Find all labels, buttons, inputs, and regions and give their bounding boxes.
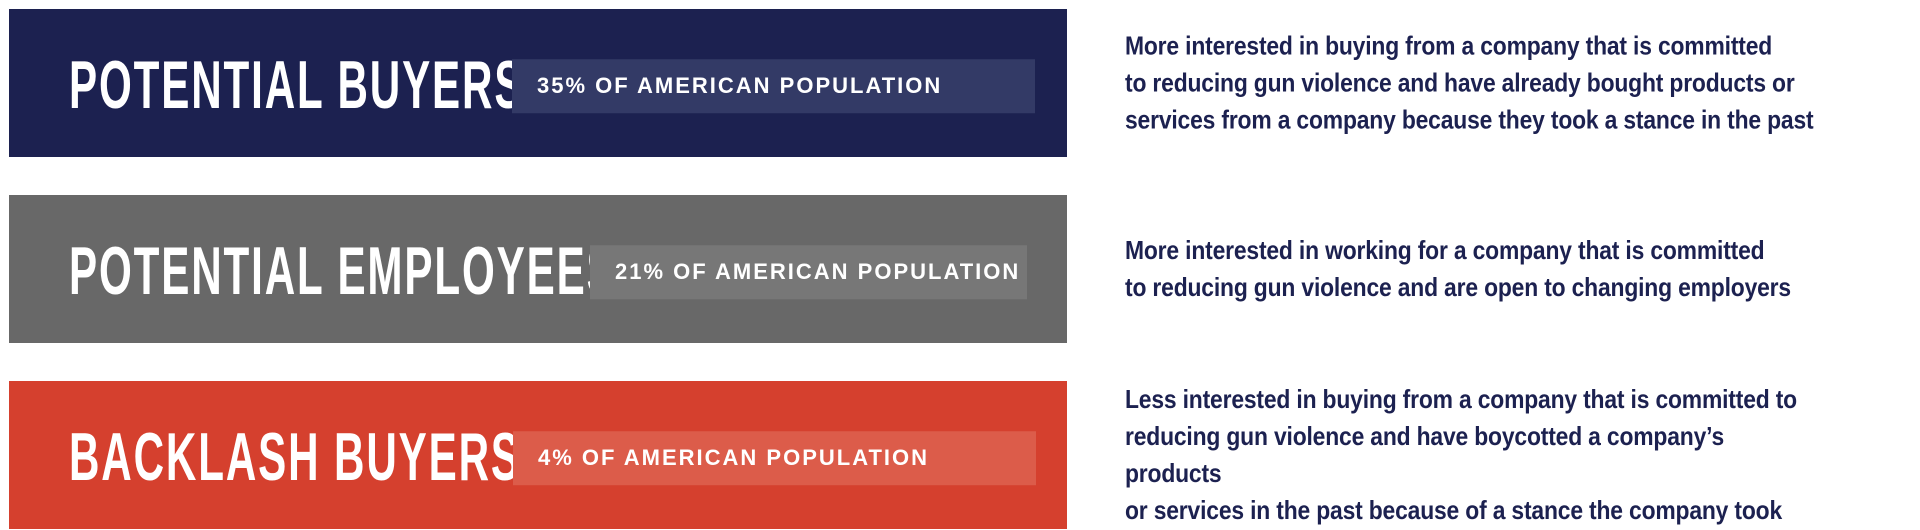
stat-label: 35% OF AMERICAN POPULATION <box>537 73 943 99</box>
population-stat-badge: 4% OF AMERICAN POPULATION <box>513 431 1036 486</box>
segment-row-backlash-buyers: BACKLASH BUYERS 4% OF AMERICAN POPULATIO… <box>0 381 1920 529</box>
segment-bar: BACKLASH BUYERS 4% OF AMERICAN POPULATIO… <box>9 381 1067 529</box>
segment-title: POTENTIAL BUYERS <box>69 47 525 124</box>
population-stat-badge: 35% OF AMERICAN POPULATION <box>512 59 1035 114</box>
segment-title: BACKLASH BUYERS <box>69 419 521 496</box>
segment-description: Less interested in buying from a company… <box>1125 384 1797 525</box>
stat-label: 4% OF AMERICAN POPULATION <box>538 445 930 471</box>
segment-row-potential-employees: POTENTIAL EMPLOYEES 21% OF AMERICAN POPU… <box>0 195 1920 343</box>
segment-description: More interested in buying from a company… <box>1125 30 1814 135</box>
population-stat-badge: 21% OF AMERICAN POPULATION <box>590 245 1027 300</box>
segment-description: More interested in working for a company… <box>1125 235 1791 302</box>
stat-label: 21% OF AMERICAN POPULATION <box>615 259 1021 285</box>
segment-bar: POTENTIAL BUYERS 35% OF AMERICAN POPULAT… <box>9 9 1067 157</box>
segment-bar: POTENTIAL EMPLOYEES 21% OF AMERICAN POPU… <box>9 195 1067 343</box>
segment-title: POTENTIAL EMPLOYEES <box>69 233 617 310</box>
segment-row-potential-buyers: POTENTIAL BUYERS 35% OF AMERICAN POPULAT… <box>0 9 1920 157</box>
